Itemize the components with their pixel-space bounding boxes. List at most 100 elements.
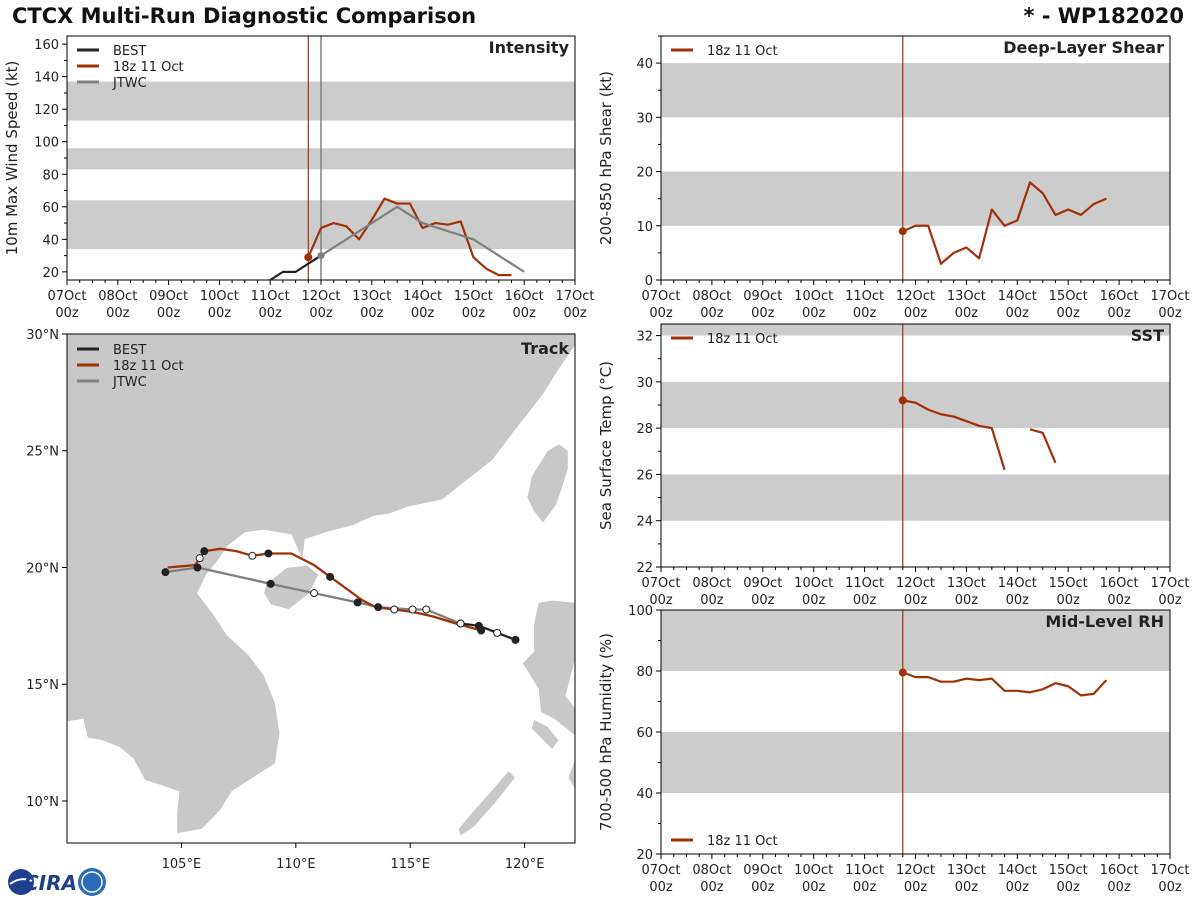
- legend-label: 18z 11 Oct: [707, 834, 778, 849]
- legend-label: JTWC: [112, 76, 147, 91]
- y-tick-label: 60: [42, 201, 59, 216]
- band-1: [661, 381, 1170, 429]
- land-polygon-4: [531, 718, 560, 751]
- y-tick-label: 20: [636, 848, 653, 863]
- track-point-jtwc: [310, 589, 319, 598]
- x-tick-label-date: 10Oct: [200, 289, 239, 304]
- track-point-jtwc: [374, 603, 383, 612]
- chart-shear: 0 10 20 30 40 07Oct 00z 08Oct 00z 09Oct 00z 10Oct 00…: [597, 35, 1190, 321]
- x-tick-label-date: 12Oct: [896, 289, 935, 304]
- x-tick-label-date: 15Oct: [454, 289, 493, 304]
- x-tick-label-hour: 00z: [1057, 880, 1081, 895]
- chart-track: 10°N 15°N 20°N 25°N 30°N 105°E 110°E 115°E 120°E…: [26, 328, 576, 872]
- chart-intensity: 20 40 60 80 100 120 140 160 07Oct 00z 08Oct 00z 09Oc…: [3, 35, 595, 321]
- legend-label: BEST: [113, 343, 146, 358]
- x-tick-label-hour: 00z: [55, 306, 79, 321]
- x-tick-label-date: 15Oct: [1049, 863, 1088, 878]
- x-tick-label-hour: 00z: [904, 306, 928, 321]
- x-tick-label-date: 13Oct: [947, 863, 986, 878]
- series-line-run: [902, 181, 1107, 265]
- x-tick-label-hour: 00z: [955, 880, 979, 895]
- logo-globe-icon: [8, 869, 34, 895]
- legend-label: BEST: [113, 44, 146, 59]
- x-tick-label-date: 10Oct: [794, 289, 833, 304]
- storm-id: * - WP182020: [1023, 4, 1184, 28]
- series-line-run: [1029, 428, 1057, 464]
- y-tick-label: 40: [636, 787, 653, 802]
- panel-title: SST: [1131, 326, 1164, 345]
- panel-title: Mid-Level RH: [1045, 612, 1164, 631]
- track-point-run: [200, 547, 209, 556]
- track-point-run: [326, 572, 335, 581]
- x-tick-label-date: 07Oct: [641, 289, 680, 304]
- panel-title: Track: [521, 339, 569, 358]
- y-tick-label: 20: [42, 266, 59, 281]
- y-tick-label: 60: [636, 726, 653, 741]
- series-start-point-run: [898, 227, 907, 236]
- track-map-land: [66, 333, 576, 837]
- legend-label: 18z 11 Oct: [707, 332, 778, 347]
- x-tick-label-date: 17Oct: [1150, 289, 1189, 304]
- x-tick-label-hour: 00z: [1158, 880, 1182, 895]
- land-polygon-0: [66, 333, 576, 835]
- x-tick-label-hour: 00z: [259, 306, 283, 321]
- y-tick-label: 10: [636, 220, 653, 235]
- x-tick-label-date: 14Oct: [998, 289, 1037, 304]
- lat-tick-label: 25°N: [26, 445, 59, 460]
- track-point-jtwc: [161, 568, 170, 577]
- x-tick-label-hour: 00z: [853, 306, 877, 321]
- band-1: [661, 63, 1170, 118]
- legend-label: JTWC: [112, 375, 147, 390]
- x-tick-label-hour: 00z: [513, 306, 537, 321]
- x-tick-label-date: 16Oct: [1100, 576, 1139, 591]
- lat-tick-label: 15°N: [26, 678, 59, 693]
- x-tick-label-hour: 00z: [802, 306, 826, 321]
- plot-frame: [660, 323, 1171, 568]
- series-start-point-run: [898, 668, 907, 677]
- x-tick-label-hour: 00z: [700, 306, 724, 321]
- track-point-jtwc: [353, 598, 362, 607]
- logo-text: CIRA: [24, 871, 77, 895]
- plot-frame: [66, 333, 576, 844]
- chart-sst: 22 24 26 28 30 32 07Oct 00z 08Oct 00z 09Oct 00z 10Oc…: [597, 323, 1190, 608]
- track-point-jtwc: [408, 605, 417, 614]
- x-tick-label-hour: 00z: [700, 593, 724, 608]
- y-tick-label: 20: [636, 166, 653, 181]
- lon-tick-label: 115°E: [390, 857, 430, 872]
- track-point-best: [474, 621, 483, 630]
- y-tick-label: 26: [636, 468, 653, 483]
- y-tick-label: 32: [636, 330, 653, 345]
- x-tick-label-date: 10Oct: [794, 863, 833, 878]
- y-tick-label: 28: [636, 422, 653, 437]
- y-tick-label: 100: [628, 604, 653, 619]
- logo-seal-ring-icon: [81, 871, 103, 893]
- series-line-run: [307, 197, 512, 277]
- x-tick-label-hour: 00z: [904, 593, 928, 608]
- x-tick-label-date: 09Oct: [743, 863, 782, 878]
- x-tick-label-hour: 00z: [1057, 593, 1081, 608]
- track-line-best: [460, 622, 516, 641]
- main-title: CTCX Multi-Run Diagnostic Comparison: [12, 4, 477, 28]
- x-tick-label-date: 14Oct: [998, 863, 1037, 878]
- x-tick-label-date: 17Oct: [555, 289, 594, 304]
- x-tick-label-hour: 00z: [462, 306, 486, 321]
- x-tick-label-hour: 00z: [1107, 306, 1131, 321]
- x-tick-label-date: 09Oct: [743, 576, 782, 591]
- y-tick-label: 80: [636, 665, 653, 680]
- x-tick-label-hour: 00z: [411, 306, 435, 321]
- x-tick-label-date: 14Oct: [998, 576, 1037, 591]
- x-tick-label-hour: 00z: [955, 593, 979, 608]
- land-polygon-2: [526, 443, 569, 524]
- x-tick-label-date: 11Oct: [251, 289, 290, 304]
- x-tick-label-date: 16Oct: [1100, 289, 1139, 304]
- y-tick-label: 24: [636, 515, 653, 530]
- legend-label: 18z 11 Oct: [707, 44, 778, 59]
- lat-tick-label: 20°N: [26, 561, 59, 576]
- x-tick-label-hour: 00z: [751, 306, 775, 321]
- y-tick-label: 0: [645, 274, 653, 289]
- x-tick-label-date: 09Oct: [743, 289, 782, 304]
- track-point-jtwc: [422, 605, 431, 614]
- y-axis-label: Sea Surface Temp (°C): [597, 361, 615, 530]
- series-line-best: [269, 254, 322, 281]
